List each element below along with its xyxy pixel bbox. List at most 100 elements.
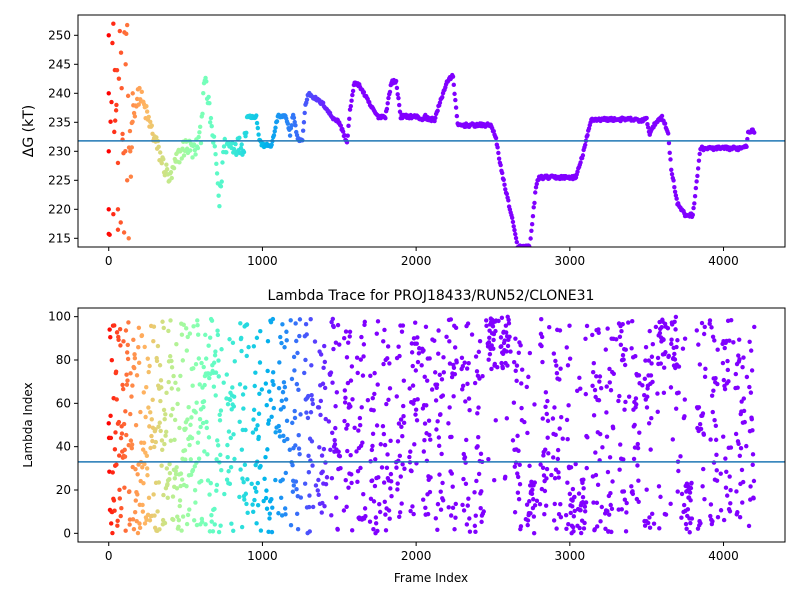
lambda-point <box>213 393 218 398</box>
lambda-point <box>279 340 284 346</box>
lambda-point <box>230 385 235 390</box>
lambda-point <box>224 372 229 377</box>
lambda-point <box>397 514 402 520</box>
lambda-point <box>146 405 151 410</box>
lambda-point <box>544 411 549 417</box>
lambda-point <box>238 467 243 472</box>
lambda-point <box>292 415 298 421</box>
lambda-points <box>106 314 757 536</box>
lambda-point <box>687 530 692 535</box>
lambda-point <box>230 340 236 346</box>
delta-g-point <box>146 114 151 120</box>
lambda-point <box>648 447 653 452</box>
lambda-point <box>296 387 301 393</box>
delta-g-point <box>114 67 120 73</box>
delta-g-x-tick-label: 0 <box>105 254 113 268</box>
delta-g-point <box>578 160 583 165</box>
lambda-point <box>284 418 290 424</box>
lambda-point <box>360 440 365 445</box>
lambda-point <box>151 492 156 497</box>
lambda-point <box>715 381 720 387</box>
lambda-point <box>257 360 263 365</box>
lambda-point <box>668 501 673 507</box>
lambda-point <box>648 373 654 378</box>
lambda-point <box>136 360 142 366</box>
lambda-point <box>505 343 511 349</box>
lambda-point <box>321 365 326 371</box>
lambda-point <box>207 375 212 381</box>
lambda-point <box>113 369 119 374</box>
lambda-point <box>421 449 427 454</box>
lambda-point <box>570 504 575 509</box>
lambda-point <box>438 507 444 512</box>
delta-g-point <box>304 97 310 102</box>
lambda-point <box>347 334 352 339</box>
lambda-point <box>120 382 125 388</box>
delta-g-point <box>222 136 227 142</box>
lambda-point <box>119 505 124 511</box>
lambda-point <box>656 484 662 489</box>
lambda-point <box>259 387 265 392</box>
lambda-point <box>257 391 262 396</box>
lambda-point <box>115 523 120 528</box>
lambda-point <box>439 451 444 457</box>
delta-g-point <box>209 123 214 129</box>
lambda-point <box>527 350 533 356</box>
lambda-point <box>372 370 377 376</box>
lambda-point <box>370 431 376 437</box>
lambda-point <box>112 447 118 452</box>
lambda-point <box>256 411 262 416</box>
lambda-point <box>193 500 198 505</box>
lambda-point <box>481 509 486 514</box>
lambda-point <box>369 478 375 483</box>
lambda-point <box>319 510 324 515</box>
lambda-point <box>179 528 184 533</box>
lambda-point <box>564 417 570 423</box>
delta-g-point <box>529 228 534 233</box>
delta-g-point <box>452 91 457 97</box>
delta-g-y-ticks: 215 220 225 230 235 240 245 250 <box>48 28 78 245</box>
lambda-point <box>688 520 693 526</box>
delta-g-point <box>196 134 201 140</box>
lambda-point <box>467 516 472 521</box>
lambda-point <box>450 484 455 489</box>
lambda-point <box>329 476 335 481</box>
delta-g-y-label: ΔG (kT) <box>21 105 37 157</box>
lambda-point <box>193 410 198 415</box>
lambda-point <box>397 353 402 359</box>
lambda-point <box>473 354 479 359</box>
lambda-point <box>201 364 206 370</box>
delta-g-point <box>220 160 225 165</box>
lambda-point <box>506 321 512 326</box>
lambda-point <box>232 456 237 462</box>
lambda-point <box>570 498 575 503</box>
lambda-point <box>342 388 348 393</box>
lambda-point <box>146 369 151 375</box>
lambda-point <box>265 338 271 344</box>
lambda-point <box>610 425 616 431</box>
delta-g-point <box>669 167 674 172</box>
lambda-point <box>355 370 360 376</box>
lambda-point <box>121 421 127 427</box>
lambda-point <box>251 344 257 349</box>
lambda-point <box>139 333 145 338</box>
lambda-point <box>270 370 276 375</box>
lambda-point <box>255 502 261 508</box>
lambda-point <box>190 383 195 388</box>
lambda-point <box>422 374 427 380</box>
lambda-point <box>183 426 188 431</box>
lambda-point <box>402 466 407 471</box>
delta-g-x-ticks: 0 1000 2000 3000 4000 <box>105 247 739 268</box>
delta-g-point <box>255 125 261 131</box>
lambda-point <box>400 323 406 328</box>
delta-g-point <box>509 215 515 220</box>
lambda-point <box>742 419 747 425</box>
lambda-point <box>708 513 713 519</box>
lambda-point <box>212 522 217 527</box>
lambda-point <box>386 508 392 513</box>
lambda-point <box>229 521 234 526</box>
delta-g-point <box>397 102 402 108</box>
lambda-point <box>594 500 600 506</box>
lambda-point <box>112 508 117 513</box>
lambda-point <box>531 514 537 519</box>
